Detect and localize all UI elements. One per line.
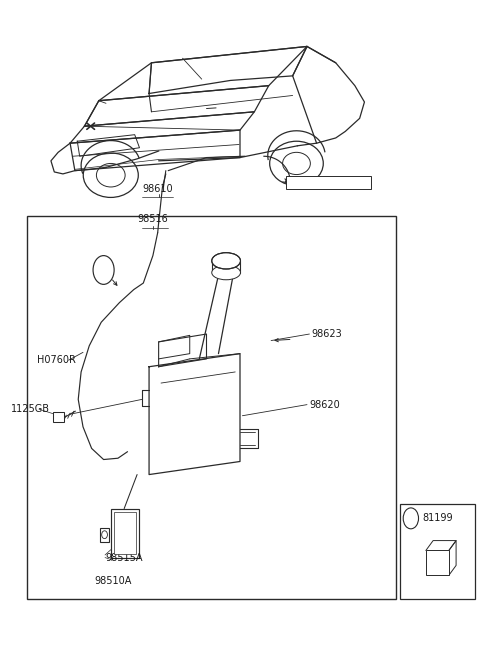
Bar — [114, 512, 136, 553]
Text: H0760R: H0760R — [36, 355, 75, 365]
Text: 98623: 98623 — [312, 329, 343, 339]
Bar — [111, 508, 139, 557]
Bar — [286, 176, 371, 189]
Text: REF.86-861: REF.86-861 — [287, 179, 341, 189]
Ellipse shape — [212, 253, 240, 269]
Text: REF.86-861: REF.86-861 — [287, 178, 341, 187]
Bar — [426, 550, 449, 575]
Text: 98620: 98620 — [310, 400, 340, 409]
Polygon shape — [158, 334, 206, 367]
Circle shape — [403, 508, 419, 529]
Bar — [53, 413, 64, 422]
Ellipse shape — [212, 265, 240, 280]
Text: a: a — [408, 514, 413, 523]
Text: 98516: 98516 — [137, 214, 168, 224]
Bar — [400, 504, 475, 599]
Text: 98510A: 98510A — [94, 576, 132, 586]
Text: a: a — [101, 265, 106, 274]
Bar — [100, 527, 109, 542]
Text: 81199: 81199 — [422, 514, 453, 523]
Bar — [27, 216, 396, 599]
Polygon shape — [149, 354, 240, 475]
Circle shape — [93, 255, 114, 284]
Text: 98610: 98610 — [143, 183, 173, 193]
Text: 98515A: 98515A — [105, 553, 143, 563]
Text: 1125GB: 1125GB — [11, 404, 50, 414]
